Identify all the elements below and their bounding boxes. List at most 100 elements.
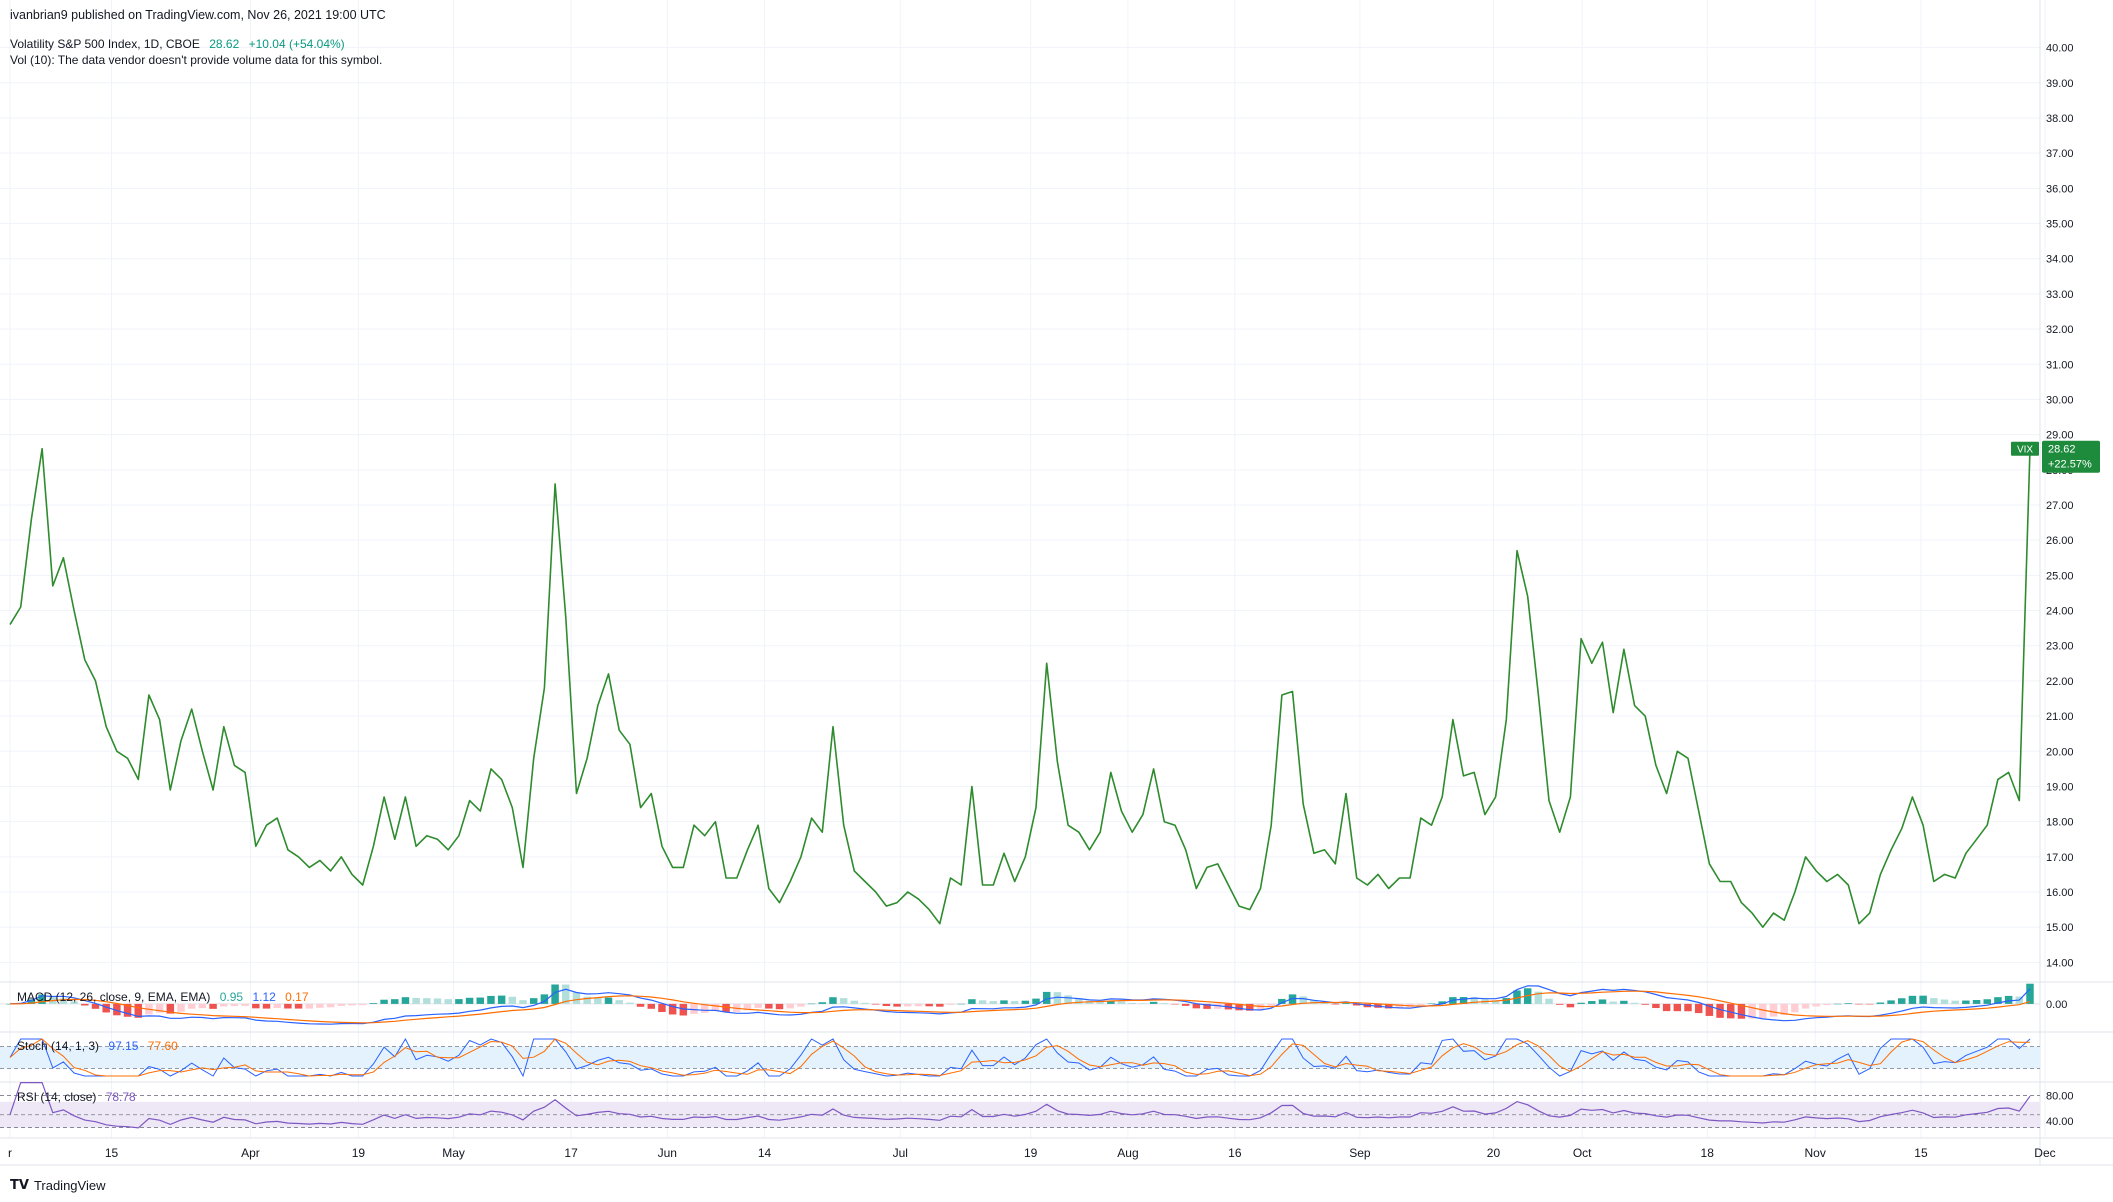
macd-hist-bar <box>904 1003 912 1007</box>
macd-hist-bar <box>155 1003 164 1013</box>
macd-hist-bar <box>1107 1000 1115 1004</box>
macd-hist-bar <box>1972 1000 1981 1004</box>
vix-price-line <box>9 447 2031 928</box>
macd-hist-bar <box>1801 1003 1810 1009</box>
y-tick-label: 22.00 <box>2046 676 2074 688</box>
x-tick-label: May <box>442 1146 465 1160</box>
macd-hist-bar <box>380 999 388 1004</box>
macd-hist-bar <box>1288 994 1297 1004</box>
rsi-axis-label: 40.00 <box>2046 1116 2074 1128</box>
macd-hist-bar <box>358 1003 367 1006</box>
price-axis[interactable]: 40.00 39.00 38.00 37.00 36.00 35.00 34.00 33.00… <box>2046 43 2074 970</box>
macd-hist-bar <box>914 1003 923 1007</box>
symbol-legend[interactable]: Volatility S&P 500 Index, 1D, CBOE 28.62… <box>10 37 345 51</box>
macd-hist-bar <box>177 1003 185 1012</box>
pane-separators <box>0 0 2113 1166</box>
macd-hist-bar <box>1641 1003 1649 1005</box>
macd-hist-bar <box>1737 1003 1746 1019</box>
macd-hist-bar <box>305 1003 313 1009</box>
macd-hist-bar <box>1171 1003 1179 1005</box>
y-tick-label: 19.00 <box>2046 781 2074 793</box>
macd-hist-bar <box>1000 1000 1008 1004</box>
macd-hist-bar <box>294 1003 303 1009</box>
macd-hist-bar <box>871 1003 880 1005</box>
macd-hist-bar <box>1053 992 1062 1004</box>
macd-hist-bar <box>198 1003 207 1009</box>
macd-hist-bar <box>1502 998 1511 1004</box>
x-tick-label: 19 <box>352 1146 366 1160</box>
macd-hist-bar <box>1940 999 1949 1004</box>
macd-hist-bar <box>1427 1003 1436 1004</box>
price-pane <box>9 447 2031 928</box>
macd-hist-bar <box>1833 1003 1842 1005</box>
macd-hist-bar <box>936 1003 944 1007</box>
stoch-legend[interactable]: Stoch (14, 1, 3) 97.15 77.60 <box>17 1039 178 1053</box>
macd-hist-bar <box>1310 1000 1318 1004</box>
macd-hist-bar <box>1203 1003 1211 1009</box>
macd-hist-bar <box>1994 997 2002 1004</box>
macd-hist-bar <box>946 1003 955 1005</box>
macd-hist-bar <box>1417 1003 1425 1006</box>
macd-pane: 0.00 <box>0 983 2067 1025</box>
last-price-badge: VIX 28.62 +22.57% <box>2011 440 2100 473</box>
grid-lines <box>0 0 2046 1138</box>
macd-hist-bar <box>1010 1001 1019 1004</box>
macd-hist-bar <box>1513 990 1521 1004</box>
macd-hist-bar <box>401 997 410 1004</box>
y-tick-label: 31.00 <box>2046 359 2074 371</box>
macd-hist-bar <box>391 999 399 1004</box>
macd-hist-bar <box>722 1003 730 1012</box>
macd-line <box>9 985 2031 1025</box>
macd-hist-bar <box>2026 983 2034 1004</box>
macd-hist-bar <box>551 984 559 1004</box>
macd-hist-bar <box>1684 1003 1692 1012</box>
macd-hist-bar <box>594 997 602 1004</box>
macd-hist-bar <box>1930 998 1938 1004</box>
macd-hist-bar <box>1320 1002 1329 1004</box>
macd-hist-bar <box>187 1003 196 1009</box>
rsi-legend[interactable]: RSI (14, close) 78.78 <box>17 1090 136 1104</box>
macd-value: 0.95 <box>219 990 244 1004</box>
macd-hist-bar <box>81 1003 89 1006</box>
rsi-axis-label: 80.00 <box>2046 1090 2074 1102</box>
macd-hist-bar <box>412 997 420 1004</box>
macd-hist-bar <box>540 994 549 1004</box>
macd-hist-bar <box>1534 991 1543 1004</box>
x-tick-label: 17 <box>564 1146 578 1160</box>
macd-hist-bar <box>1780 1003 1788 1016</box>
macd-hist-bar <box>1235 1003 1243 1011</box>
macd-hist-bar <box>1876 1002 1885 1004</box>
tradingview-logo[interactable]: TV TradingView <box>10 1178 106 1193</box>
macd-hist-bar <box>1951 1000 1959 1004</box>
x-tick-label: Apr <box>241 1146 260 1160</box>
macd-hist-bar <box>123 1003 132 1017</box>
macd-hist-bar <box>1491 1000 1500 1004</box>
macd-hist-bar <box>508 996 517 1004</box>
macd-hist-bar <box>1075 998 1083 1004</box>
time-axis[interactable]: r 15 Apr 19 May 17 Jun 14 Jul 19 Aug 16 Sep 20 Oct 18 No… <box>8 1146 2056 1160</box>
macd-hist-bar <box>348 1003 356 1006</box>
macd-hist-bar <box>562 984 570 1004</box>
x-tick-label: Jun <box>658 1146 677 1160</box>
macd-hist-bar <box>1791 1003 1799 1013</box>
y-tick-label: 29.00 <box>2046 430 2074 442</box>
rsi-value: 78.78 <box>105 1090 136 1104</box>
x-tick-label: Nov <box>1805 1146 1826 1160</box>
macd-hist-bar <box>636 1003 645 1007</box>
macd-hist-bar <box>38 994 46 1004</box>
stoch-label: Stoch (14, 1, 3) <box>17 1039 100 1053</box>
y-tick-label: 24.00 <box>2046 606 2074 618</box>
macd-hist-bar <box>743 1003 752 1011</box>
macd-hist-bar <box>134 1003 142 1018</box>
x-tick-label: Sep <box>1349 1146 1371 1160</box>
macd-hist-bar <box>818 1002 827 1004</box>
macd-legend[interactable]: MACD (12, 26, close, 9, EMA, EMA) 0.95 1… <box>17 990 309 1004</box>
x-tick-label: 16 <box>1228 1146 1242 1160</box>
y-tick-label: 36.00 <box>2046 183 2074 195</box>
macd-hist-bar <box>1598 999 1607 1004</box>
macd-hist-bar <box>978 1000 987 1004</box>
macd-hist-bar <box>1459 997 1468 1004</box>
macd-hist-bar <box>1898 998 1906 1004</box>
macd-hist-bar <box>1566 1003 1575 1008</box>
macd-hist-bar <box>1588 1001 1596 1004</box>
